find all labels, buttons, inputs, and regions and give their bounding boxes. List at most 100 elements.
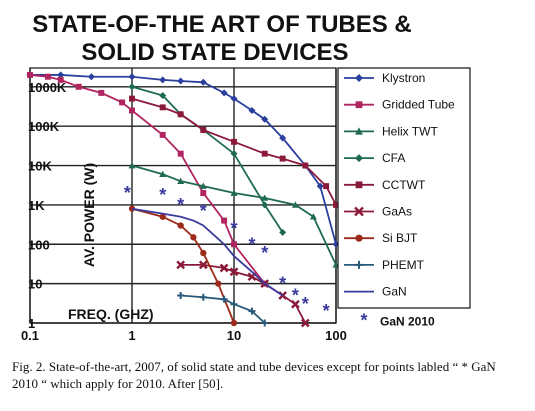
data-point	[119, 99, 126, 106]
data-point	[219, 263, 229, 273]
data-point	[159, 92, 167, 100]
data-point: *	[261, 243, 268, 263]
series-line	[180, 263, 307, 324]
data-point	[177, 177, 185, 184]
data-point	[355, 101, 363, 109]
legend-entry: CFA	[344, 151, 405, 165]
data-point	[309, 213, 317, 220]
series-si-bjt	[128, 205, 238, 327]
figure-caption: Fig. 2. State-of-the-art, 2007, of solid…	[12, 359, 496, 391]
data-point	[159, 213, 166, 220]
chart-title-line1: STATE-OF-THE ART OF TUBES &	[32, 11, 412, 38]
data-point	[159, 76, 167, 84]
data-point	[279, 228, 287, 236]
x-tick-labels: 0.1 1 10 100	[21, 328, 347, 343]
series-gan	[131, 207, 284, 297]
x-tick-label: 10	[227, 328, 241, 343]
data-point	[291, 299, 300, 309]
data-point	[333, 201, 339, 208]
data-point	[27, 71, 33, 78]
data-point	[199, 182, 207, 189]
data-point	[177, 150, 184, 157]
legend-label: CCTWT	[382, 178, 426, 192]
data-point: *	[177, 195, 184, 215]
data-point	[57, 76, 64, 83]
y-tick-label: 1	[28, 316, 35, 331]
data-point	[229, 267, 239, 277]
data-point	[316, 182, 324, 190]
data-point	[355, 260, 363, 269]
data-point	[248, 307, 256, 315]
data-point	[128, 162, 136, 169]
data-point	[220, 89, 228, 97]
data-point	[230, 150, 238, 158]
data-point	[200, 249, 207, 257]
y-tick-label: 10K	[28, 159, 52, 174]
chart-title-line2: SOLID STATE DEVICES	[81, 39, 348, 66]
legend-entry: * GaN 2010	[360, 310, 435, 330]
legend-entry: Helix TWT	[344, 124, 438, 138]
legend-label: Gridded Tube	[382, 98, 455, 112]
legend-entry: PHEMT	[344, 258, 425, 272]
data-point	[248, 106, 256, 114]
y-tick-label: 1K	[28, 198, 45, 213]
series-line	[131, 97, 337, 206]
data-point	[200, 126, 207, 133]
data-point	[129, 95, 135, 102]
legend-label: Si BJT	[382, 231, 418, 245]
legend-label: CFA	[382, 151, 405, 165]
data-point	[261, 150, 268, 157]
legend-entry: Si BJT	[344, 231, 418, 245]
data-point	[323, 183, 330, 190]
data-point: *	[360, 310, 367, 330]
data-point	[220, 295, 228, 303]
data-point	[355, 154, 363, 163]
data-point	[177, 111, 184, 118]
data-point	[177, 291, 185, 299]
legend-entry: Klystron	[344, 71, 425, 85]
legend-label: GaN	[382, 285, 407, 299]
data-point	[159, 104, 166, 111]
series-line	[30, 74, 337, 245]
data-point	[177, 77, 185, 85]
y-axis-label: AV. POWER (W)	[81, 163, 97, 267]
series-klystron	[26, 71, 340, 248]
data-point	[291, 201, 299, 208]
data-point	[261, 115, 269, 123]
data-point	[354, 206, 364, 217]
legend-entry: Gridded Tube	[344, 98, 455, 112]
plot-frame	[29, 67, 337, 324]
data-point	[176, 260, 186, 270]
data-point	[159, 131, 166, 138]
data-point	[177, 222, 184, 229]
legend-label: Helix TWT	[382, 124, 438, 138]
legend-label: GaAs	[382, 205, 412, 219]
data-point	[198, 260, 208, 270]
data-point	[302, 162, 309, 169]
data-point	[199, 293, 207, 301]
data-point	[355, 127, 363, 135]
legend-entry: CCTWT	[344, 178, 426, 192]
series-helix-twt	[128, 162, 340, 268]
data-point	[230, 300, 238, 308]
legend-label: Klystron	[382, 71, 425, 85]
series-line	[131, 85, 284, 233]
data-point	[261, 194, 269, 201]
data-point	[231, 241, 237, 248]
data-point	[355, 234, 363, 242]
data-point: *	[124, 183, 131, 203]
data-point: *	[159, 185, 166, 205]
series-phemt	[177, 291, 269, 327]
data-point	[261, 201, 269, 209]
data-point	[215, 280, 222, 287]
data-point: *	[323, 301, 330, 321]
x-tick-label: 100	[325, 328, 347, 343]
data-point	[279, 134, 287, 142]
series-line	[180, 294, 266, 324]
data-point	[199, 78, 207, 86]
data-point: *	[248, 234, 255, 254]
data-point: *	[279, 274, 286, 294]
series-cctwt	[129, 95, 339, 208]
data-point	[230, 319, 238, 327]
data-point	[230, 95, 238, 103]
